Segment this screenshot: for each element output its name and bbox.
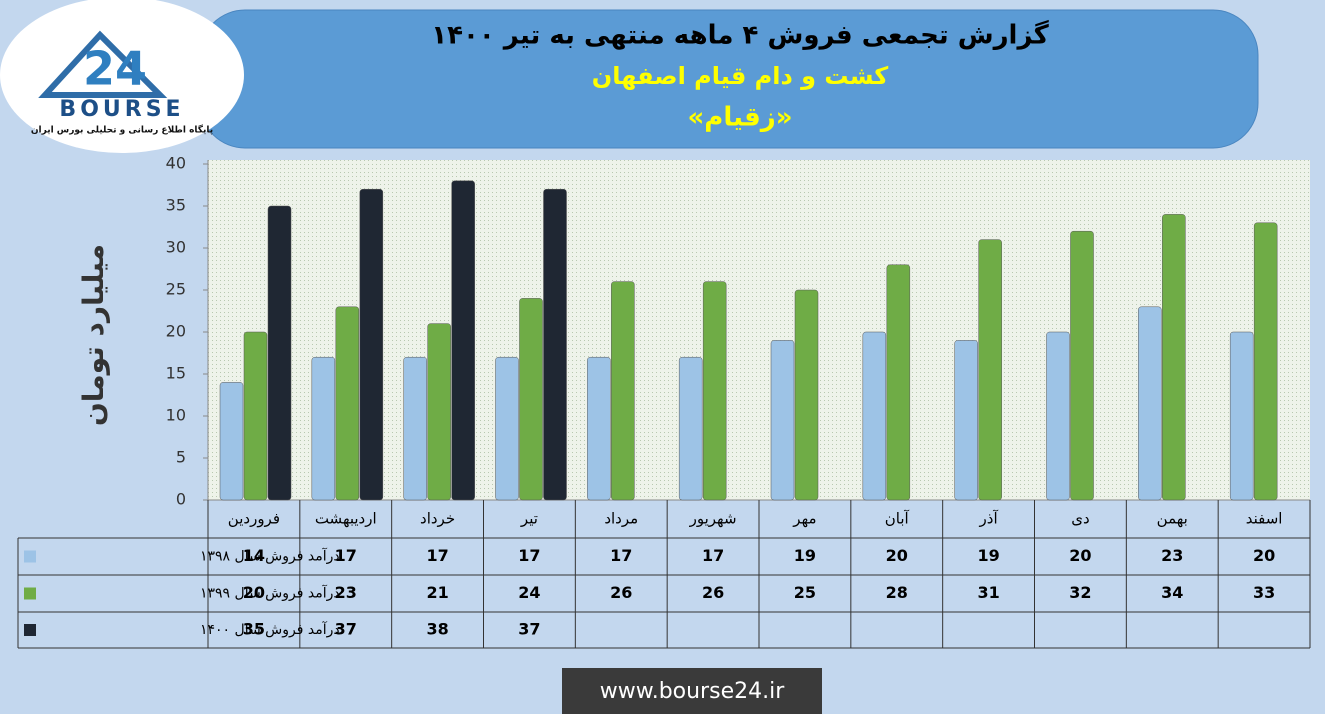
data-label: 31 xyxy=(977,583,999,602)
legend-label: درآمد فروش سال ۱۳۹۹ xyxy=(200,585,340,602)
x-tick-label: مرداد xyxy=(604,510,638,528)
x-tick-label: اردیبهشت xyxy=(315,510,377,528)
y-tick-label: 15 xyxy=(166,364,186,383)
bar xyxy=(451,180,475,501)
bar xyxy=(427,323,451,501)
legend-label: درآمد فروش سال ۱۳۹۸ xyxy=(200,548,340,565)
data-label: 24 xyxy=(518,583,540,602)
logo-brand: BOURSE xyxy=(59,97,184,122)
data-label: 20 xyxy=(886,546,908,565)
bar xyxy=(1138,306,1162,501)
bar xyxy=(1229,331,1254,501)
data-label: 20 xyxy=(1069,546,1091,565)
y-tick-label: 10 xyxy=(166,406,186,425)
bar xyxy=(611,281,635,501)
plot-area xyxy=(208,160,1310,500)
data-label: 34 xyxy=(1161,583,1183,602)
chart-title: گزارش تجمعی فروش ۴ ماهه منتهی به تیر ۱۴۰… xyxy=(431,20,1049,51)
x-tick-label: شهریور xyxy=(689,510,737,528)
bar xyxy=(978,239,1002,501)
data-label: 20 xyxy=(243,583,265,602)
bar xyxy=(311,356,336,501)
data-label: 14 xyxy=(243,546,265,565)
x-tick-label: آبان xyxy=(885,510,910,528)
data-label: 19 xyxy=(977,546,999,565)
bar xyxy=(770,340,795,501)
data-label: 37 xyxy=(335,620,357,639)
data-label: 17 xyxy=(518,546,540,565)
bar xyxy=(219,382,244,501)
data-label: 28 xyxy=(886,583,908,602)
chart-symbol: «زقیام» xyxy=(687,103,792,133)
bar xyxy=(1162,214,1186,501)
data-label: 21 xyxy=(426,583,448,602)
x-tick-label: دی xyxy=(1071,510,1089,528)
bar xyxy=(403,356,427,501)
y-axis-label: میلیارد تومان xyxy=(77,244,110,426)
y-tick-label: 40 xyxy=(166,154,186,173)
bar xyxy=(359,188,384,501)
x-tick-label: بهمن xyxy=(1157,510,1188,528)
y-tick-label: 5 xyxy=(176,448,186,467)
data-label: 35 xyxy=(243,620,265,639)
bar xyxy=(678,356,703,501)
legend-swatch xyxy=(24,624,36,636)
data-label: 17 xyxy=(610,546,632,565)
x-tick-label: خرداد xyxy=(420,510,455,528)
y-tick-label: 30 xyxy=(166,238,186,257)
data-label: 17 xyxy=(335,546,357,565)
data-label: 17 xyxy=(702,546,724,565)
data-label: 38 xyxy=(426,620,448,639)
legend-swatch xyxy=(24,587,36,600)
bar xyxy=(954,340,978,501)
data-label: 33 xyxy=(1253,583,1275,602)
bar xyxy=(1253,222,1278,501)
x-tick-label: تیر xyxy=(520,510,538,528)
bar xyxy=(495,356,519,501)
bar xyxy=(702,281,727,501)
data-label: 20 xyxy=(1253,546,1275,565)
x-tick-label: فروردین xyxy=(228,510,280,528)
bar xyxy=(1046,331,1070,501)
bar xyxy=(794,289,819,501)
data-label: 19 xyxy=(794,546,816,565)
logo-tagline: پایگاه اطلاع رسانی و تحلیلی بورس ایران xyxy=(31,124,213,136)
y-tick-label: 20 xyxy=(166,322,186,341)
bar xyxy=(519,298,543,501)
chart-subtitle: کشت و دام قیام اصفهان xyxy=(592,62,888,90)
x-tick-label: آذر xyxy=(979,510,999,528)
y-tick-label: 25 xyxy=(166,280,186,299)
bar xyxy=(886,264,911,501)
logo-number: 24 xyxy=(83,42,147,96)
data-label: 32 xyxy=(1069,583,1091,602)
logo-shape xyxy=(38,30,168,98)
x-tick-label: اسفند xyxy=(1246,510,1283,528)
x-tick-label: مهر xyxy=(792,510,816,528)
data-label: 17 xyxy=(426,546,448,565)
legend-swatch xyxy=(24,550,36,563)
data-label: 26 xyxy=(610,583,632,602)
data-label: 23 xyxy=(1161,546,1183,565)
bar xyxy=(267,205,292,501)
logo-bg xyxy=(0,0,244,153)
legend-label: درآمد فروش سال ۱۴۰۰ xyxy=(200,621,340,638)
y-tick-label: 35 xyxy=(166,196,186,215)
bar xyxy=(1070,230,1094,501)
data-label: 25 xyxy=(794,583,816,602)
data-label: 23 xyxy=(335,583,357,602)
bar xyxy=(543,188,567,501)
data-label: 26 xyxy=(702,583,724,602)
data-label: 37 xyxy=(518,620,540,639)
bar xyxy=(243,331,268,501)
bar xyxy=(587,356,611,501)
bar xyxy=(335,306,360,501)
footer-url: www.bourse24.ir xyxy=(600,679,785,704)
footer-box xyxy=(562,668,822,714)
bar xyxy=(862,331,887,501)
y-tick-label: 0 xyxy=(176,490,186,509)
